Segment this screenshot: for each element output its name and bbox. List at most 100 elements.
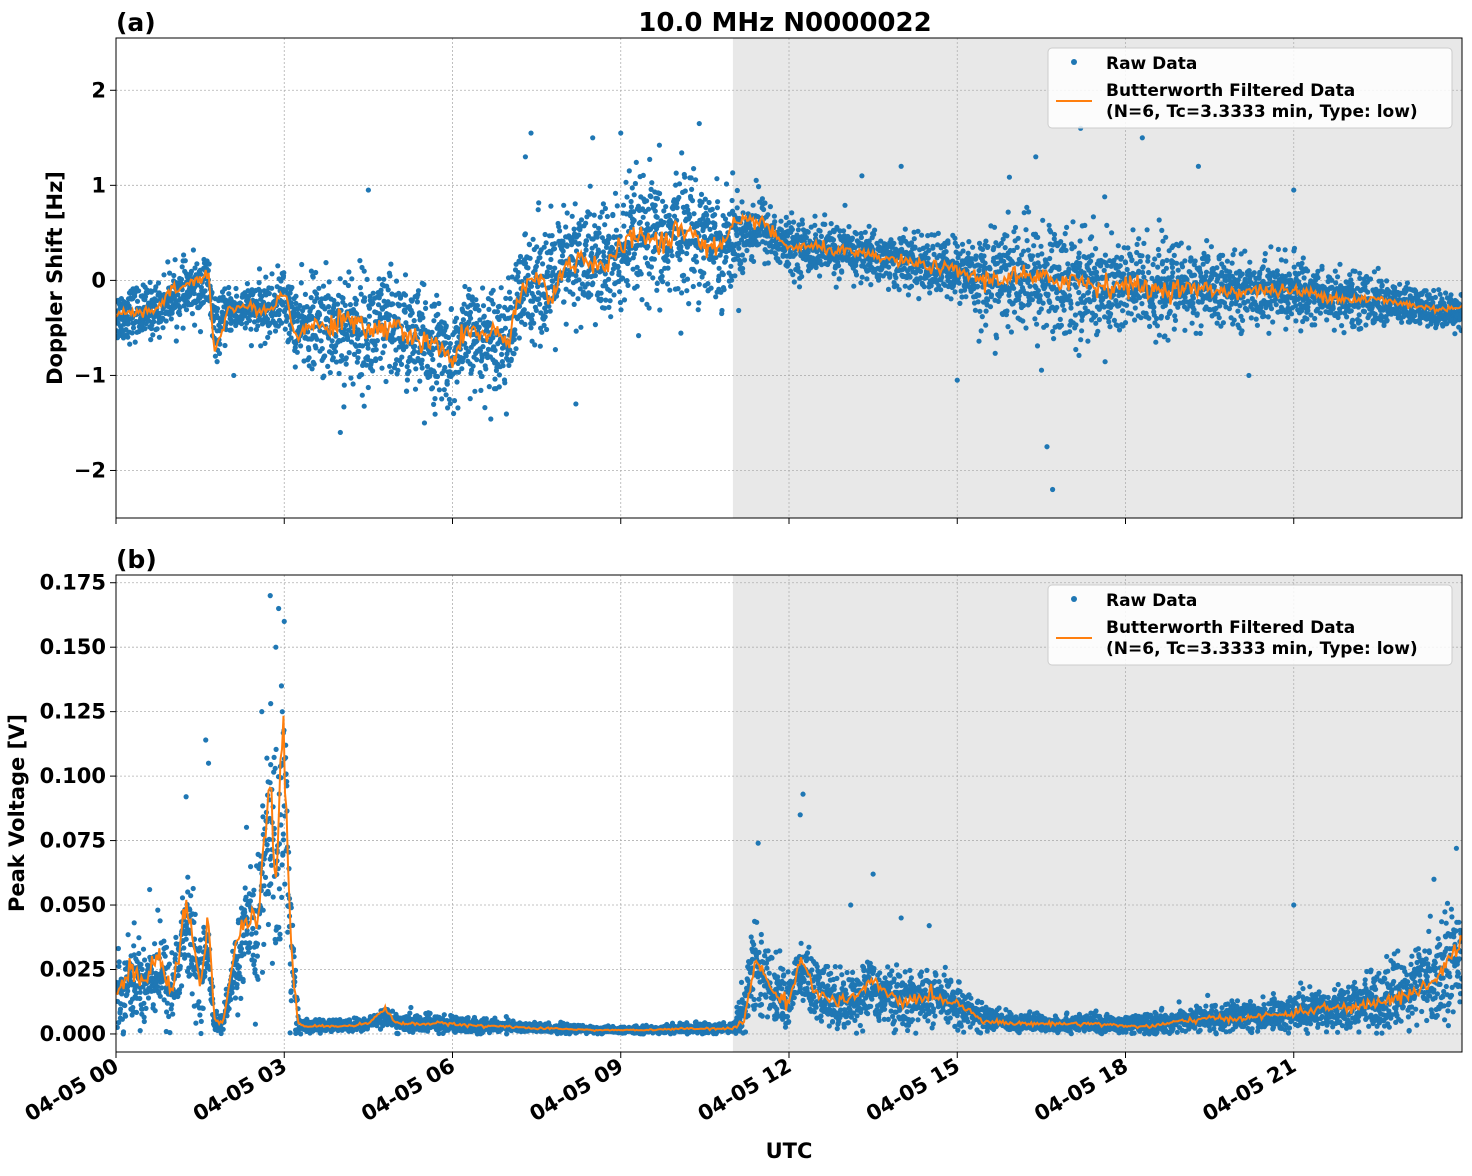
- raw-data-point: [432, 396, 437, 401]
- raw-data-point: [480, 344, 485, 349]
- raw-data-point: [1357, 319, 1362, 324]
- raw-data-point: [421, 282, 426, 287]
- raw-data-point: [1037, 264, 1042, 269]
- raw-data-point: [762, 200, 767, 205]
- raw-data-point: [675, 205, 680, 210]
- raw-data-point: [1154, 316, 1159, 321]
- raw-data-point: [677, 257, 682, 262]
- raw-data-point: [184, 307, 189, 312]
- raw-data-point: [585, 281, 590, 286]
- raw-data-point: [277, 308, 282, 313]
- raw-data-point: [1217, 303, 1222, 308]
- raw-data-point: [431, 402, 436, 407]
- raw-data-point: [183, 258, 188, 263]
- raw-data-point: [1153, 294, 1158, 299]
- raw-data-point: [655, 215, 660, 220]
- raw-data-point: [357, 258, 362, 263]
- raw-data-point: [1304, 316, 1309, 321]
- raw-data-point: [203, 288, 208, 293]
- raw-data-point: [1293, 318, 1298, 323]
- raw-data-point: [1193, 258, 1198, 263]
- raw-data-point: [1298, 328, 1303, 333]
- raw-data-point: [181, 326, 186, 331]
- raw-data-point: [451, 411, 456, 416]
- raw-data-point: [751, 259, 756, 264]
- raw-data-point: [180, 264, 185, 269]
- raw-data-point: [544, 327, 549, 332]
- raw-data-point: [474, 357, 479, 362]
- raw-data-point: [1023, 227, 1028, 232]
- raw-data-point: [639, 271, 644, 276]
- raw-data-point: [679, 150, 684, 155]
- raw-data-point: [714, 176, 719, 181]
- raw-data-point: [793, 252, 798, 257]
- raw-data-point: [125, 335, 130, 340]
- raw-data-point: [1051, 336, 1056, 341]
- raw-data-point: [215, 306, 220, 311]
- raw-data-point: [1066, 267, 1071, 272]
- raw-data-point: [528, 325, 533, 330]
- raw-data-point: [316, 286, 321, 291]
- raw-data-point: [497, 372, 502, 377]
- raw-data-point: [468, 316, 473, 321]
- raw-data-point: [697, 282, 702, 287]
- raw-data-point: [492, 377, 497, 382]
- raw-data-point: [412, 318, 417, 323]
- raw-data-point: [686, 301, 691, 306]
- raw-data-point: [754, 178, 759, 183]
- raw-data-point: [447, 397, 452, 402]
- raw-data-point: [660, 199, 665, 204]
- raw-data-point: [667, 288, 672, 293]
- raw-data-point: [481, 303, 486, 308]
- raw-data-point: [383, 379, 388, 384]
- raw-data-point: [717, 266, 722, 271]
- raw-data-point: [355, 360, 360, 365]
- raw-data-point: [1266, 331, 1271, 336]
- raw-data-point: [977, 309, 982, 314]
- raw-data-point: [1123, 320, 1128, 325]
- raw-data-point: [588, 292, 593, 297]
- raw-data-point: [669, 248, 674, 253]
- raw-data-point: [981, 253, 986, 258]
- raw-data-point: [133, 340, 138, 345]
- raw-data-point: [876, 278, 881, 283]
- raw-data-point: [1384, 278, 1389, 283]
- raw-data-point: [1141, 241, 1146, 246]
- raw-data-point: [957, 301, 962, 306]
- raw-data-point: [373, 356, 378, 361]
- raw-data-point: [1172, 313, 1177, 318]
- raw-data-point: [1108, 311, 1113, 316]
- raw-data-point: [1333, 269, 1338, 274]
- raw-data-point: [765, 212, 770, 217]
- raw-data-point: [930, 244, 935, 249]
- raw-data-point: [540, 261, 545, 266]
- raw-data-point: [584, 247, 589, 252]
- raw-data-point: [1120, 308, 1125, 313]
- raw-data-point: [1077, 261, 1082, 266]
- raw-data-point: [635, 284, 640, 289]
- raw-data-point: [682, 175, 687, 180]
- raw-data-point: [854, 231, 859, 236]
- raw-data-point: [1268, 244, 1273, 249]
- raw-data-point: [226, 291, 231, 296]
- raw-data-point: [1199, 323, 1204, 328]
- raw-data-point: [522, 307, 527, 312]
- raw-data-point: [338, 276, 343, 281]
- raw-data-point: [689, 187, 694, 192]
- raw-data-point: [127, 342, 132, 347]
- raw-data-point: [1152, 256, 1157, 261]
- raw-data-point: [687, 214, 692, 219]
- raw-data-point: [507, 290, 512, 295]
- raw-data-point: [706, 220, 711, 225]
- raw-data-point: [610, 213, 615, 218]
- raw-data-point: [1007, 175, 1012, 180]
- raw-data-point: [724, 181, 729, 186]
- raw-data-point: [160, 325, 165, 330]
- raw-data-point: [217, 351, 222, 356]
- raw-data-point: [993, 351, 998, 356]
- raw-data-point: [615, 203, 620, 208]
- raw-data-point: [444, 323, 449, 328]
- raw-data-point: [1064, 225, 1069, 230]
- raw-data-point: [534, 244, 539, 249]
- raw-data-point: [248, 327, 253, 332]
